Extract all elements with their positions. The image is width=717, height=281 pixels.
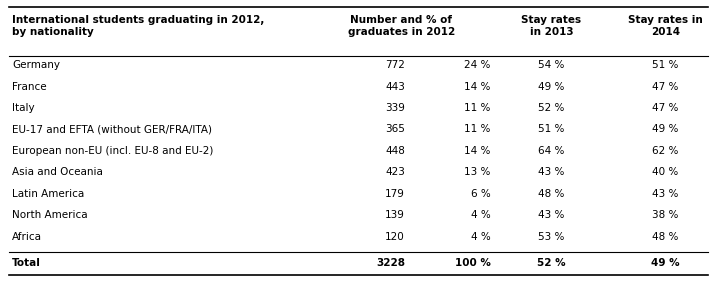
Text: 448: 448 xyxy=(385,146,405,156)
Text: International students graduating in 2012,
by nationality: International students graduating in 201… xyxy=(12,15,265,37)
Text: European non-EU (incl. EU-8 and EU-2): European non-EU (incl. EU-8 and EU-2) xyxy=(12,146,214,156)
Text: 4 %: 4 % xyxy=(471,232,490,242)
Text: 43 %: 43 % xyxy=(538,167,564,177)
Text: 62 %: 62 % xyxy=(652,146,679,156)
Text: 47 %: 47 % xyxy=(652,81,679,92)
Text: 40 %: 40 % xyxy=(652,167,679,177)
Text: 52 %: 52 % xyxy=(538,103,564,113)
Text: Number and % of
graduates in 2012: Number and % of graduates in 2012 xyxy=(348,15,455,37)
Text: 43 %: 43 % xyxy=(538,210,564,220)
Text: Africa: Africa xyxy=(12,232,42,242)
Text: 38 %: 38 % xyxy=(652,210,679,220)
Text: 443: 443 xyxy=(385,81,405,92)
Text: EU-17 and EFTA (without GER/FRA/ITA): EU-17 and EFTA (without GER/FRA/ITA) xyxy=(12,124,212,134)
Text: 52 %: 52 % xyxy=(537,258,566,268)
Text: 14 %: 14 % xyxy=(464,81,490,92)
Text: 4 %: 4 % xyxy=(471,210,490,220)
Text: 423: 423 xyxy=(385,167,405,177)
Text: 339: 339 xyxy=(385,103,405,113)
Text: 48 %: 48 % xyxy=(652,232,679,242)
Text: 6 %: 6 % xyxy=(471,189,490,199)
Text: 54 %: 54 % xyxy=(538,60,564,70)
Text: 14 %: 14 % xyxy=(464,146,490,156)
Text: 3228: 3228 xyxy=(376,258,405,268)
Text: 100 %: 100 % xyxy=(455,258,490,268)
Text: 49 %: 49 % xyxy=(538,81,564,92)
Text: Stay rates in
2014: Stay rates in 2014 xyxy=(628,15,703,37)
Text: 24 %: 24 % xyxy=(464,60,490,70)
Text: 11 %: 11 % xyxy=(464,103,490,113)
Text: Asia and Oceania: Asia and Oceania xyxy=(12,167,103,177)
Text: 43 %: 43 % xyxy=(652,189,679,199)
Text: 11 %: 11 % xyxy=(464,124,490,134)
Text: France: France xyxy=(12,81,47,92)
Text: Germany: Germany xyxy=(12,60,60,70)
Text: 49 %: 49 % xyxy=(652,124,679,134)
Text: 48 %: 48 % xyxy=(538,189,564,199)
Text: Italy: Italy xyxy=(12,103,34,113)
Text: North America: North America xyxy=(12,210,87,220)
Text: Total: Total xyxy=(12,258,41,268)
Text: 53 %: 53 % xyxy=(538,232,564,242)
Text: 139: 139 xyxy=(385,210,405,220)
Text: 47 %: 47 % xyxy=(652,103,679,113)
Text: Stay rates
in 2013: Stay rates in 2013 xyxy=(521,15,581,37)
Text: 51 %: 51 % xyxy=(538,124,564,134)
Text: 49 %: 49 % xyxy=(651,258,680,268)
Text: 772: 772 xyxy=(385,60,405,70)
Text: Latin America: Latin America xyxy=(12,189,85,199)
Text: 179: 179 xyxy=(385,189,405,199)
Text: 365: 365 xyxy=(385,124,405,134)
Text: 120: 120 xyxy=(385,232,405,242)
Text: 64 %: 64 % xyxy=(538,146,564,156)
Text: 51 %: 51 % xyxy=(652,60,679,70)
Text: 13 %: 13 % xyxy=(464,167,490,177)
